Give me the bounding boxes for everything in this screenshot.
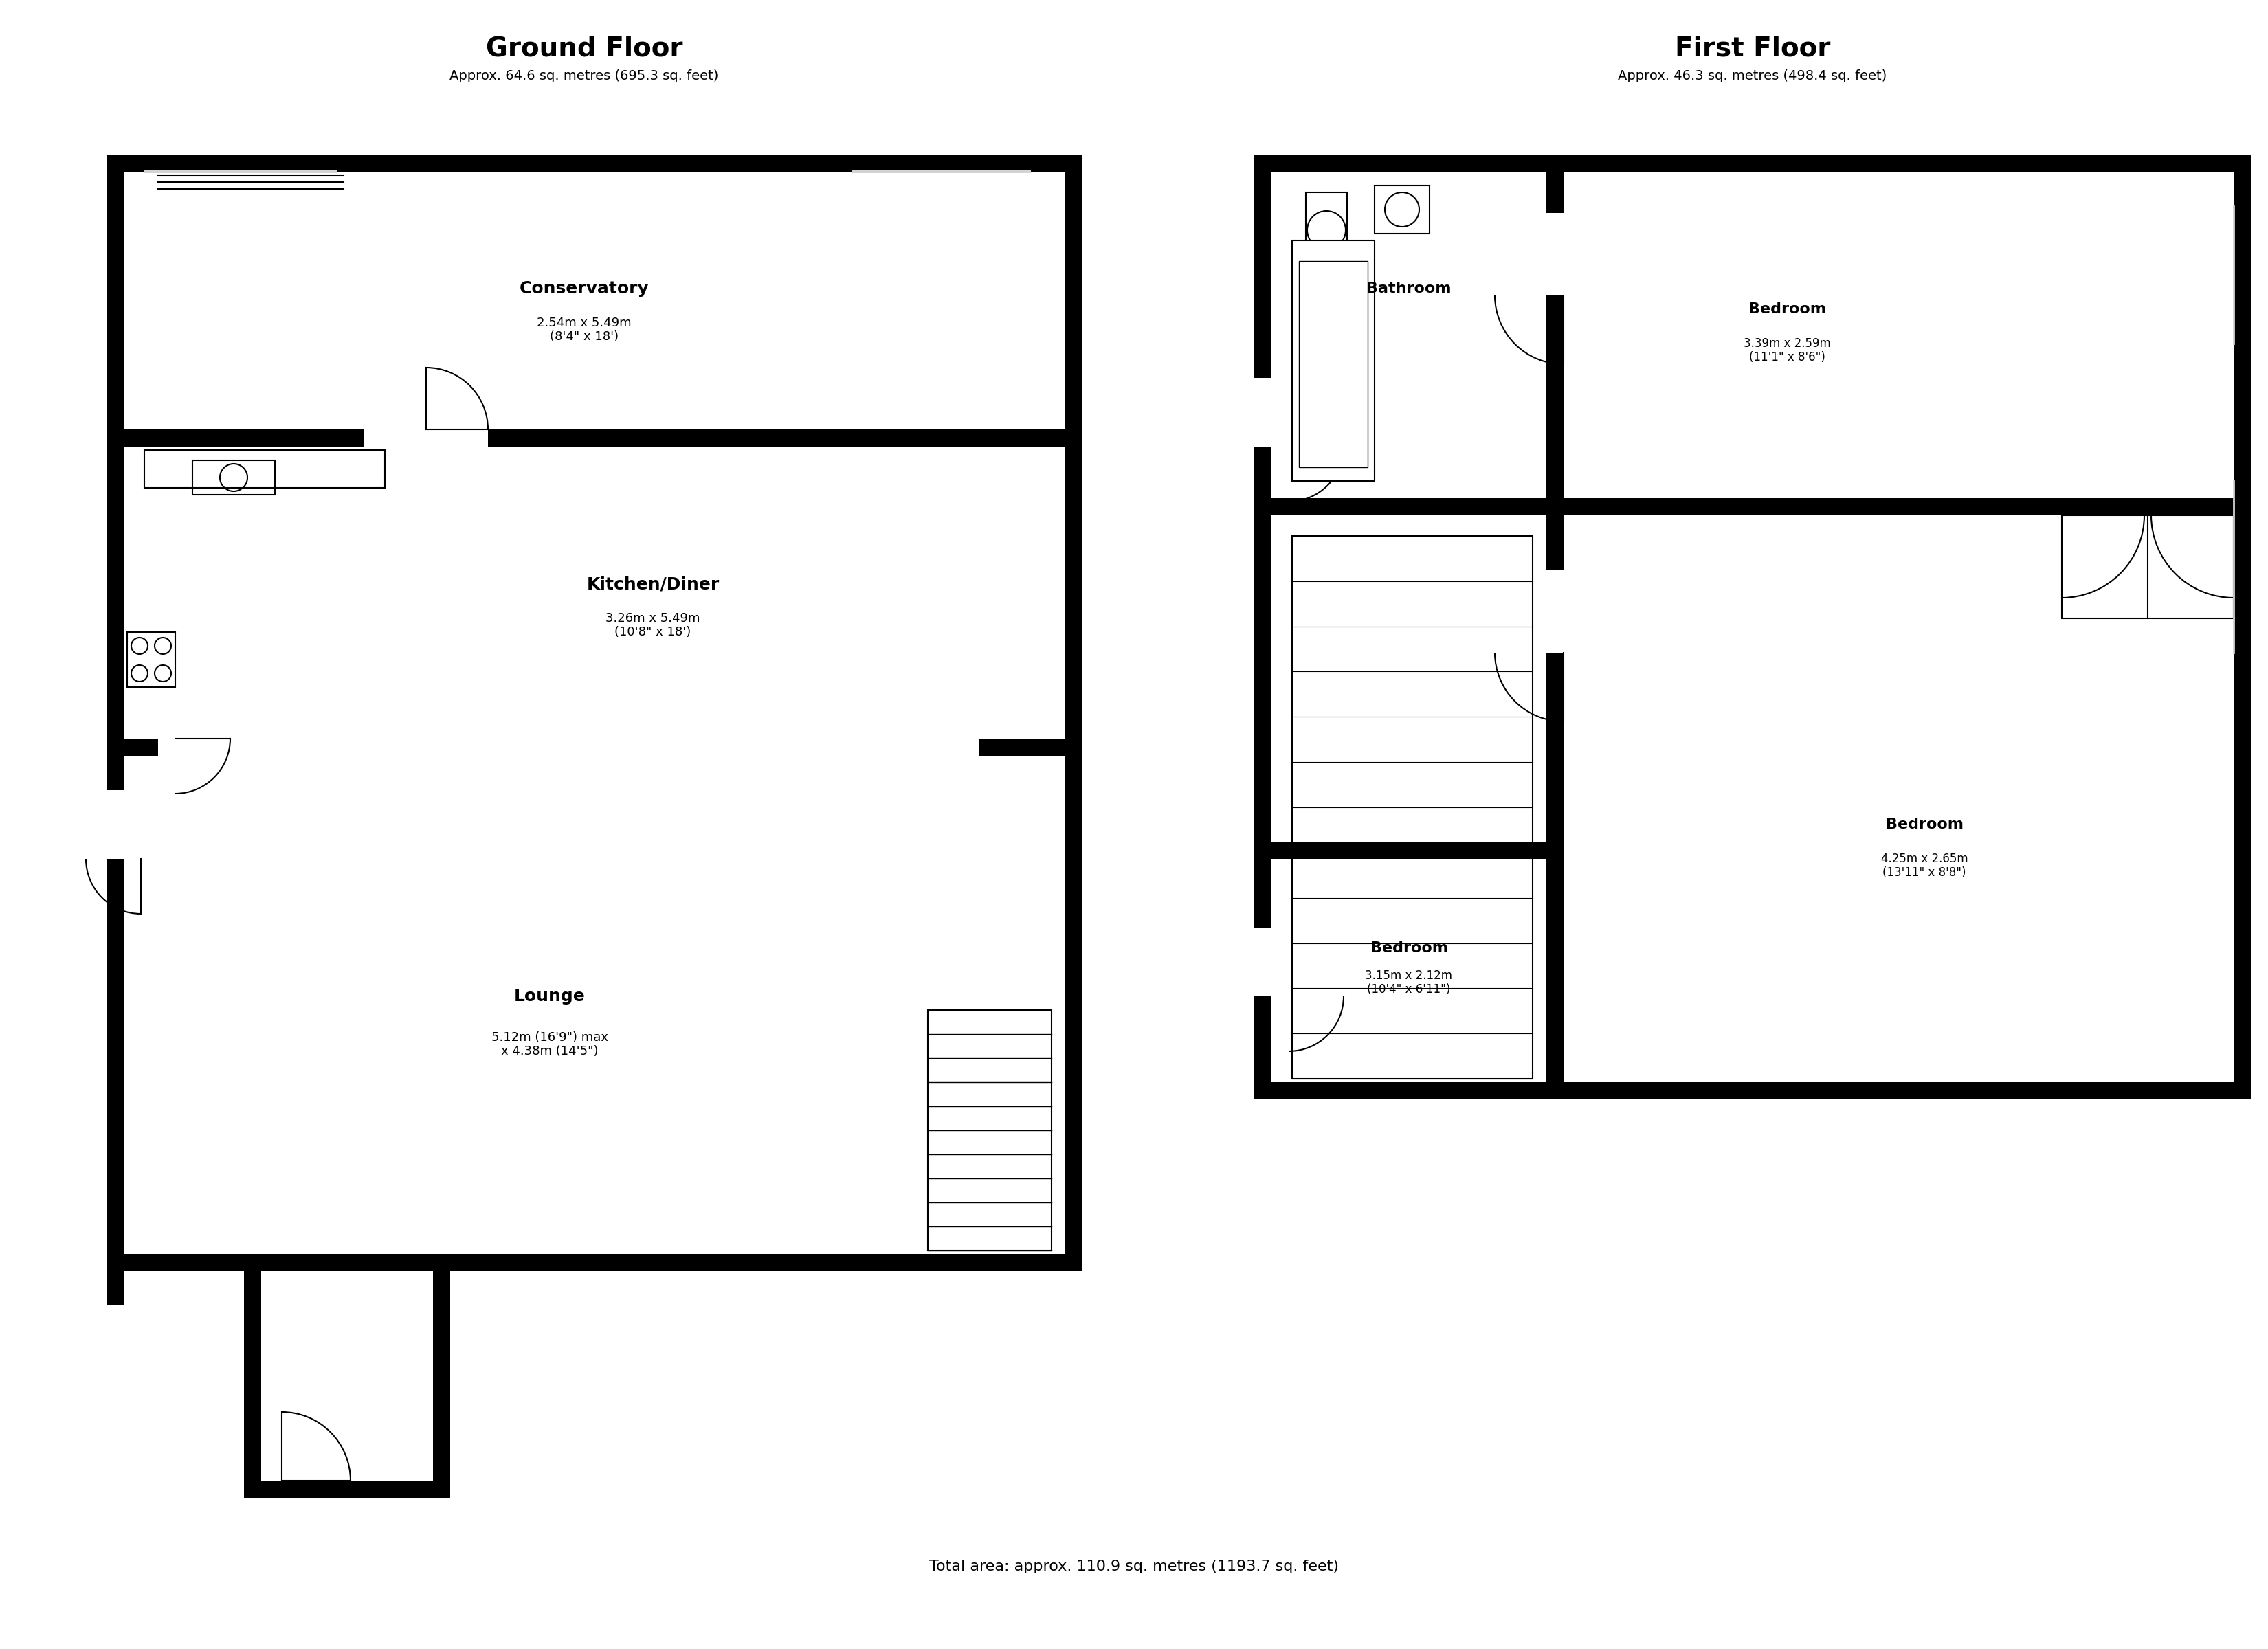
Text: Total area: approx. 110.9 sq. metres (1193.7 sq. feet): Total area: approx. 110.9 sq. metres (11… [930,1560,1338,1573]
Bar [853,170,1032,173]
Bar [1547,213,1563,295]
Text: Approx. 64.6 sq. metres (695.3 sq. feet): Approx. 64.6 sq. metres (695.3 sq. feet) [449,69,719,82]
Text: Approx. 46.3 sq. metres (498.4 sq. feet): Approx. 46.3 sq. metres (498.4 sq. feet) [1617,69,1887,82]
Text: 2.54m x 5.49m
(8'4" x 18'): 2.54m x 5.49m (8'4" x 18') [538,317,631,343]
Bar [1254,155,2250,171]
Bar [1254,927,1272,996]
Text: Lounge: Lounge [515,988,585,1004]
Bar [107,447,125,755]
Bar [1066,755,1082,1271]
Bar [107,790,125,859]
Bar [1254,378,1272,447]
Bar [980,739,1082,755]
Bar [159,739,240,755]
Bar [1547,571,1563,653]
Bar [433,1253,1082,1271]
Bar [145,450,386,488]
Bar [365,429,488,447]
Bar [107,1253,245,1271]
Bar [1066,155,1082,447]
Bar [1293,536,1533,1078]
Text: 3.26m x 5.49m
(10'8" x 18'): 3.26m x 5.49m (10'8" x 18') [606,612,701,638]
Text: 3.15m x 2.12m
(10'4" x 6'11"): 3.15m x 2.12m (10'4" x 6'11") [1365,970,1452,996]
Text: Bedroom: Bedroom [1370,942,1447,955]
Text: Conservatory: Conservatory [519,280,649,297]
Text: Bathroom: Bathroom [1365,282,1452,295]
Bar [1254,498,2250,514]
Bar [1254,1082,2250,1100]
Bar [1254,841,1563,859]
Bar [193,460,274,495]
Bar [1374,185,1429,234]
Text: Kitchen/Diner: Kitchen/Diner [587,576,719,592]
Bar [1547,171,1563,514]
Bar [2234,171,2250,1100]
Bar [245,1481,449,1497]
Bar [1547,514,1563,1100]
Bar [1300,261,1368,467]
Text: 3.39m x 2.59m
(11'1" x 8'6"): 3.39m x 2.59m (11'1" x 8'6") [1744,336,1830,364]
Bar [107,739,209,755]
Bar [1306,193,1347,254]
Text: First Floor: First Floor [1674,35,1830,61]
Text: Bedroom: Bedroom [1749,302,1826,317]
Bar [1547,498,1563,514]
Bar [107,155,125,447]
Bar [2062,514,2234,618]
Text: Bedroom: Bedroom [1885,818,1964,831]
Text: 5.12m (16'9") max
x 4.38m (14'5"): 5.12m (16'9") max x 4.38m (14'5") [492,1031,608,1057]
Bar [107,755,125,1271]
Bar [245,1271,261,1497]
Text: 4.25m x 2.65m
(13'11" x 8'8"): 4.25m x 2.65m (13'11" x 8'8") [1880,853,1969,879]
Bar [1293,241,1374,482]
Bar [145,170,336,173]
Bar [433,1271,449,1497]
Bar [1066,447,1082,755]
Bar [107,429,1082,447]
Bar [107,155,1082,171]
Bar [928,1009,1052,1250]
Bar [127,632,175,688]
Bar [107,1253,1082,1271]
Bar [107,1253,125,1306]
Text: Ground Floor: Ground Floor [485,35,683,61]
Bar [1254,171,1272,1100]
